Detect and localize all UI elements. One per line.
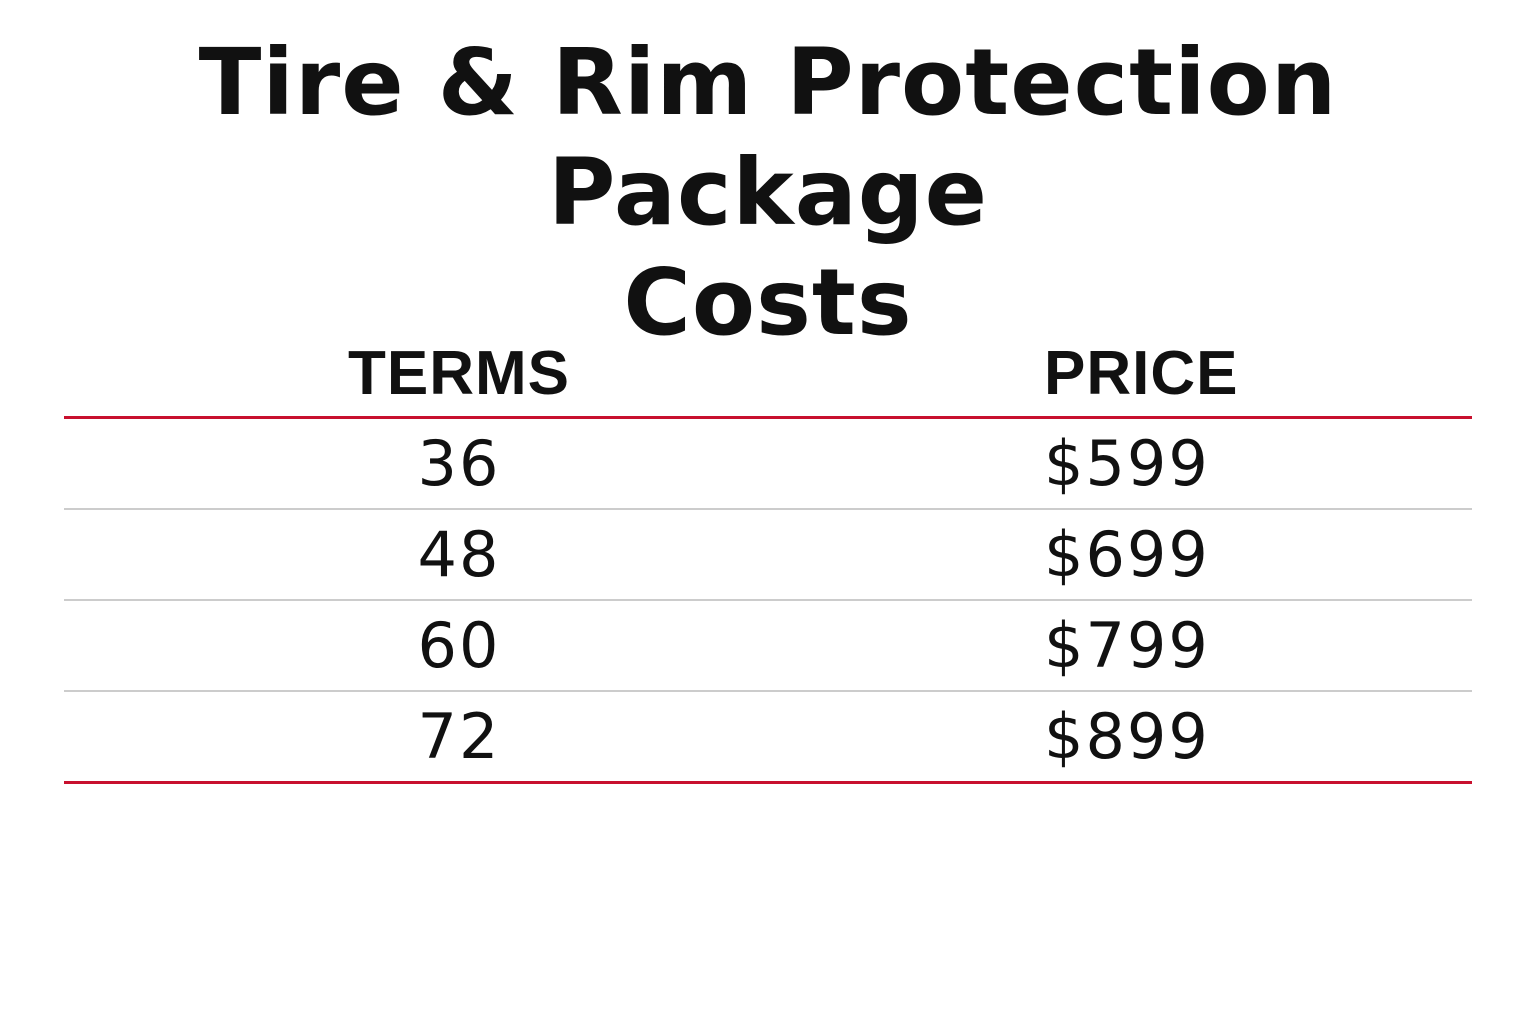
title-line-2: Costs <box>623 249 913 356</box>
terms-cell: 48 <box>417 518 501 591</box>
terms-cell: 36 <box>417 427 501 500</box>
price-cell: $799 <box>1044 609 1210 682</box>
page-title: Tire & Rim Protection Package Costs <box>0 28 1536 358</box>
table-row: 72 $899 <box>64 692 1472 784</box>
table-row: 36 $599 <box>64 419 1472 510</box>
price-cell: $899 <box>1044 700 1210 773</box>
terms-cell: 72 <box>417 700 501 773</box>
price-cell: $599 <box>1044 427 1210 500</box>
terms-column-header: TERMS <box>348 338 570 408</box>
table-row: 48 $699 <box>64 510 1472 601</box>
title-line-1: Tire & Rim Protection Package <box>198 29 1338 246</box>
terms-cell: 60 <box>417 609 501 682</box>
price-column-header: PRICE <box>1044 338 1239 408</box>
price-cell: $699 <box>1044 518 1210 591</box>
table-header-row: TERMS PRICE <box>64 330 1472 419</box>
table-row: 60 $799 <box>64 601 1472 692</box>
pricing-table: TERMS PRICE 36 $599 48 $699 60 $799 72 $… <box>64 330 1472 784</box>
